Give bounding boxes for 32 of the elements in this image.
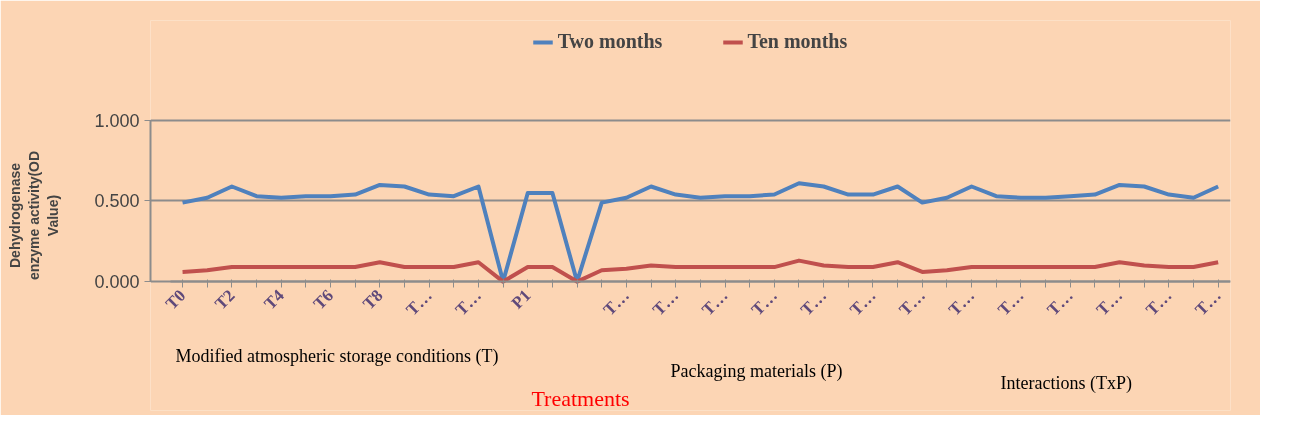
x-tick-label: T… bbox=[698, 285, 732, 320]
x-tick-label: P1 bbox=[507, 285, 535, 313]
x-tick-label: T… bbox=[895, 285, 929, 320]
x-tick-label: T4 bbox=[260, 285, 289, 314]
x-tick-label: T… bbox=[599, 285, 634, 320]
text: Interactions (TxP) bbox=[1000, 372, 1132, 394]
x-tick-label: T… bbox=[451, 285, 486, 320]
x-tick-label: T… bbox=[402, 285, 436, 320]
y-tick-label: 1.000 bbox=[94, 110, 140, 131]
legend-label: Two months bbox=[557, 30, 663, 53]
x-tick-label: T2 bbox=[211, 285, 239, 314]
y-axis-title: Dehydrogenase enzyme activity(OD Value) bbox=[7, 150, 62, 281]
x-tick-label: T… bbox=[1142, 285, 1176, 320]
y-tick-label: 0.000 bbox=[94, 272, 140, 293]
text: Packaging materials (P) bbox=[670, 360, 843, 382]
x-tick-label: T… bbox=[648, 285, 683, 320]
text: Modified atmospheric storage conditions (T) bbox=[175, 345, 499, 367]
x-tick-label: T… bbox=[1043, 285, 1077, 320]
x-tick-label: T… bbox=[1092, 285, 1127, 320]
x-tick-label: T… bbox=[1191, 285, 1225, 320]
x-tick-label: T8 bbox=[359, 285, 387, 314]
x-tick-label: T… bbox=[994, 285, 1028, 320]
line-series bbox=[180, 258, 1221, 284]
x-tick-label: T6 bbox=[309, 285, 338, 314]
x-tick-label: T… bbox=[846, 285, 880, 320]
x-axis-title: Treatments bbox=[531, 385, 630, 411]
legend-label: Ten months bbox=[747, 30, 848, 53]
x-tick-label: T… bbox=[944, 285, 979, 320]
y-tick-label: 0.500 bbox=[94, 191, 140, 212]
x-tick-label: T0 bbox=[161, 285, 190, 314]
x-tick-label: T… bbox=[747, 285, 782, 320]
x-tick-label: T… bbox=[796, 285, 831, 320]
